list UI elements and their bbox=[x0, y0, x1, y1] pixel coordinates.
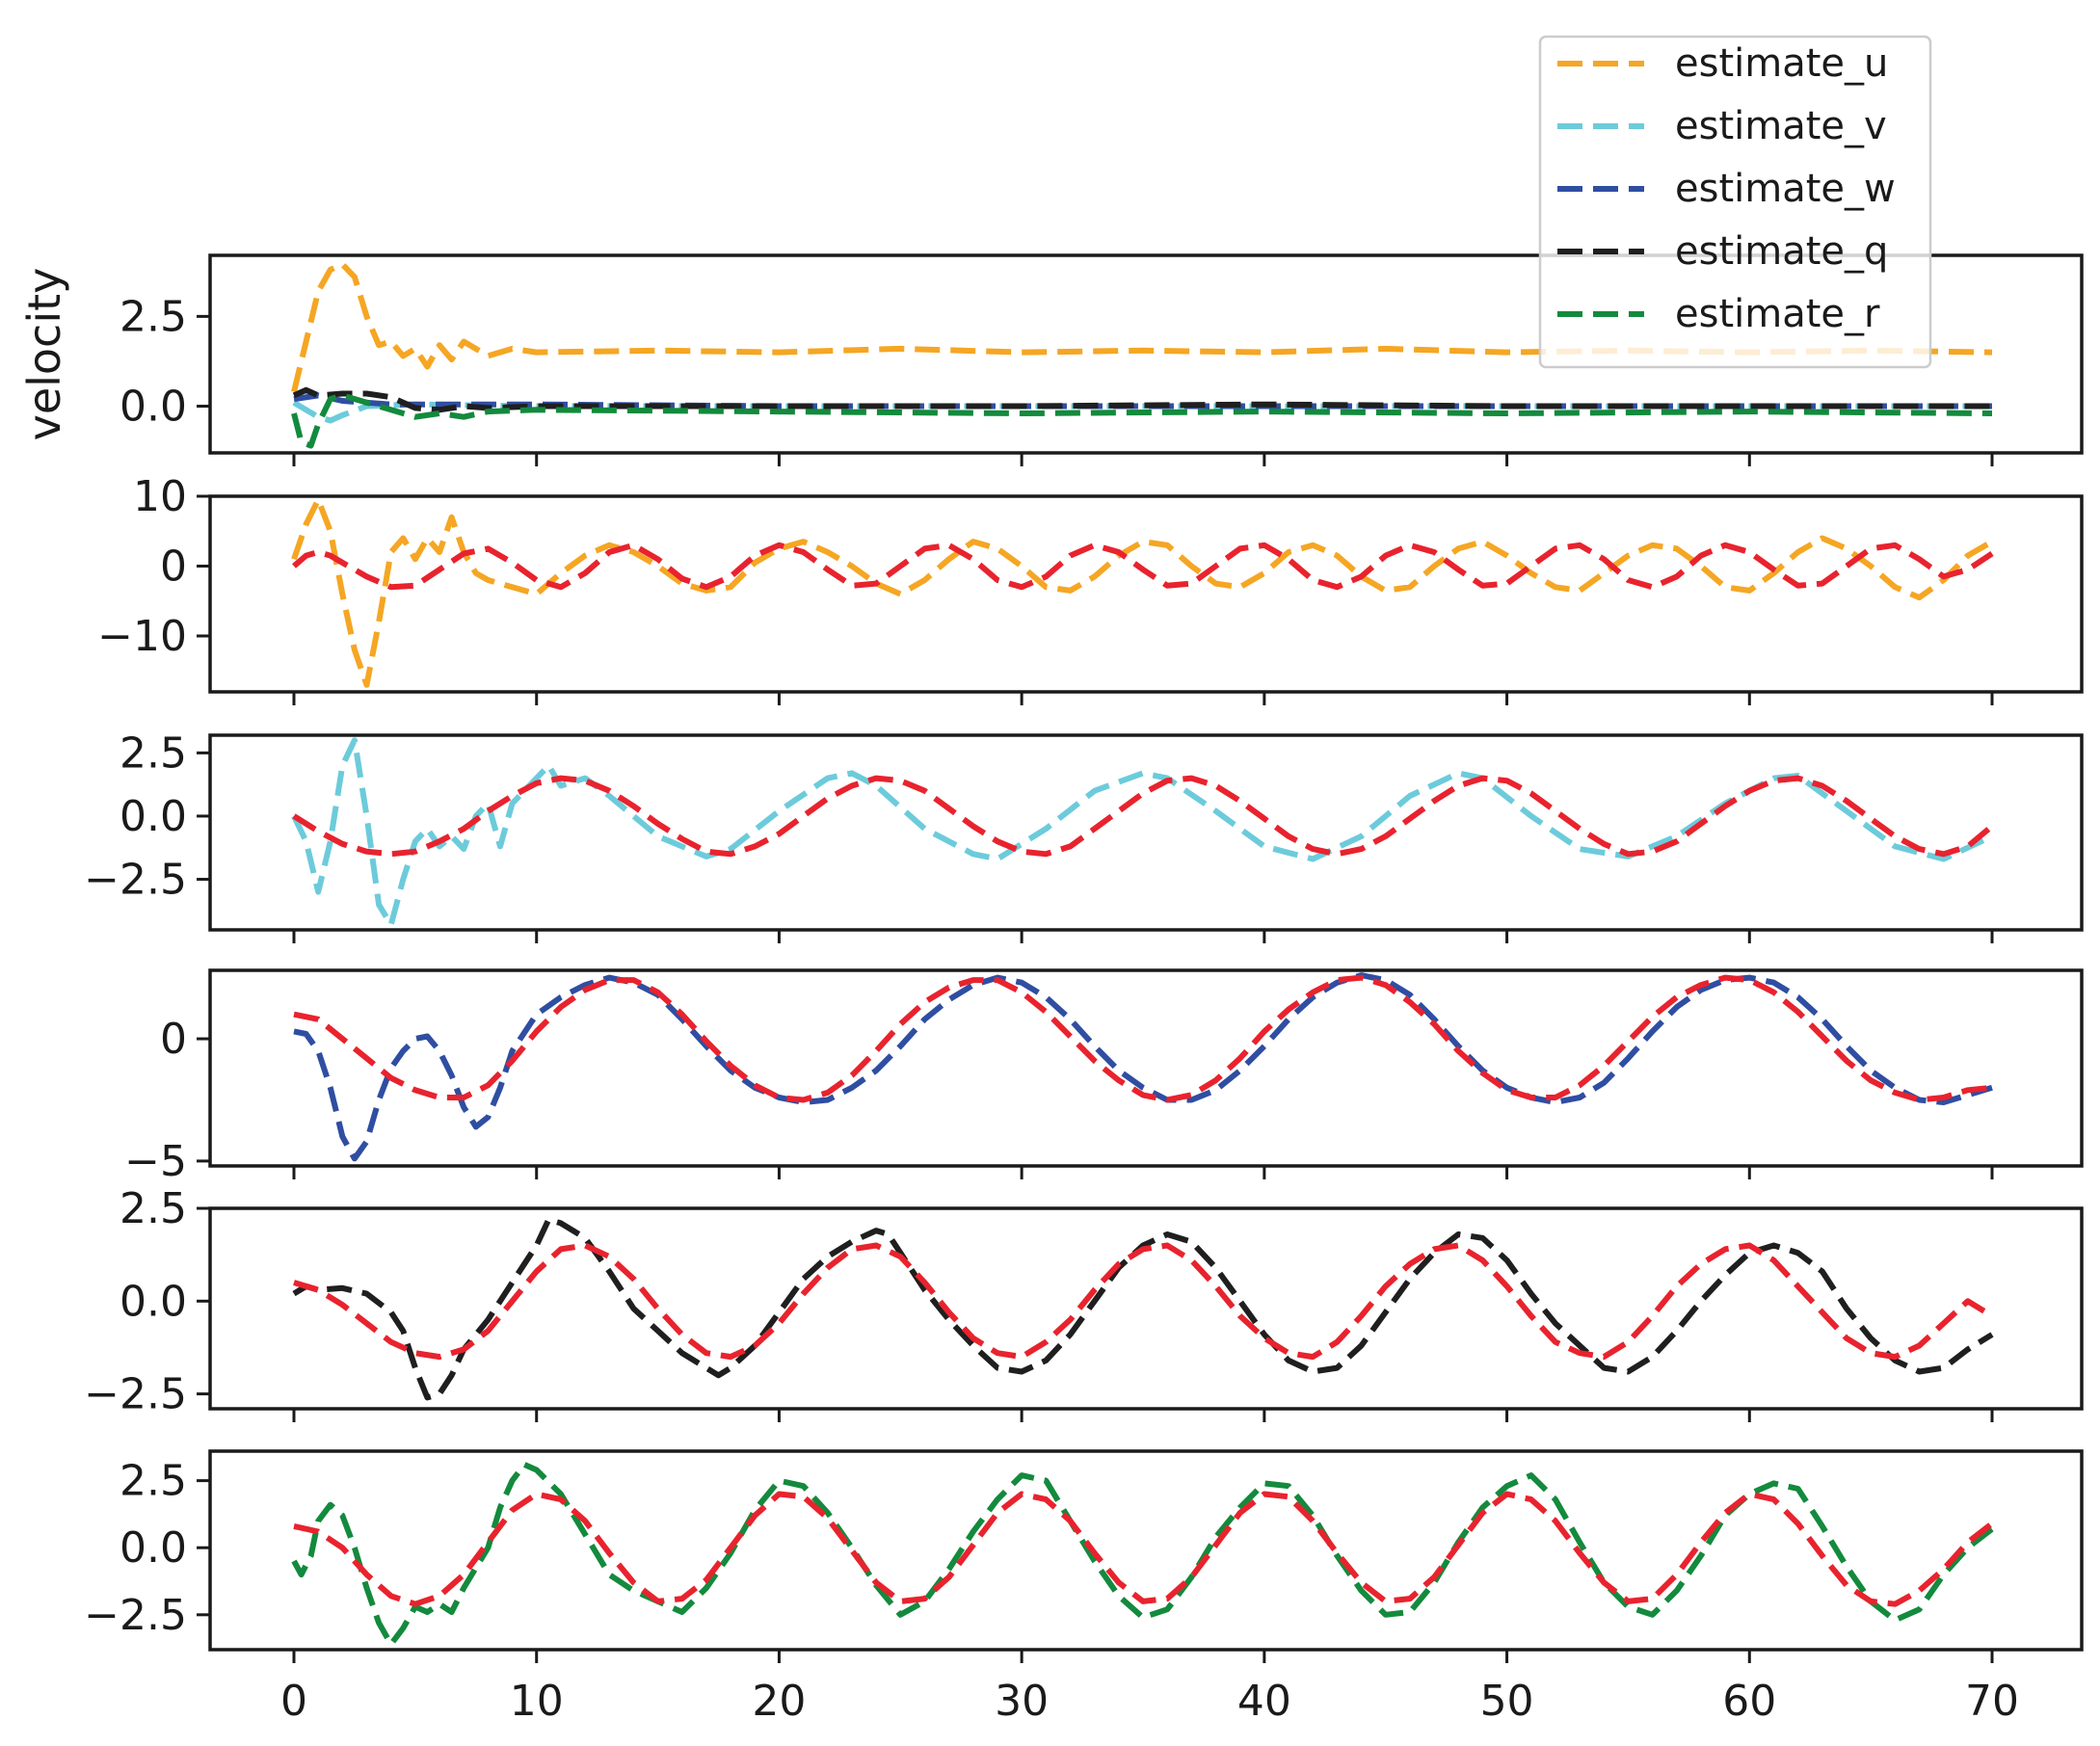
legend: estimate_u estimate_v estimate_w estimate_q… bbox=[1538, 35, 1932, 369]
legend-label: estimate_w bbox=[1675, 167, 1896, 211]
y-tick-label: 2.5 bbox=[120, 728, 187, 778]
x-tick-label: 70 bbox=[1965, 1677, 2019, 1726]
x-tick-label: 20 bbox=[752, 1677, 806, 1726]
legend-label: estimate_v bbox=[1675, 104, 1887, 148]
reference-line bbox=[292, 542, 1994, 591]
x-tick-label: 0 bbox=[280, 1677, 307, 1726]
subplot-5: −2.5 0.0 2.5 bbox=[84, 1184, 2084, 1422]
estimate-line bbox=[293, 972, 1993, 1162]
y-tick-label: −2.5 bbox=[84, 1370, 187, 1419]
subplot-1: 0.0 2.5 velocity bbox=[18, 253, 2084, 466]
y-tick-label: 0 bbox=[160, 1015, 187, 1064]
y-tick-label: −5 bbox=[124, 1137, 187, 1186]
y-tick-label: 0.0 bbox=[120, 1523, 187, 1573]
subplot-4-series bbox=[293, 972, 1993, 1162]
y-tick-label: −2.5 bbox=[84, 1591, 187, 1640]
legend-box bbox=[1538, 35, 1932, 369]
x-tick-label: 40 bbox=[1237, 1677, 1291, 1726]
subplot-4: −5 0 bbox=[124, 968, 2084, 1186]
x-tick-label: 60 bbox=[1722, 1677, 1776, 1726]
y-tick-label: 0.0 bbox=[120, 792, 187, 841]
subplot-3: −2.5 0.0 2.5 bbox=[84, 728, 2084, 943]
axes-frame bbox=[208, 733, 2084, 932]
y-tick-label: −10 bbox=[97, 612, 187, 661]
y-tick-label: 0.0 bbox=[120, 383, 187, 432]
reference-line bbox=[293, 1491, 1994, 1607]
estimate-line bbox=[291, 1461, 1994, 1648]
x-tick-label: 10 bbox=[510, 1677, 564, 1726]
reference-line bbox=[293, 1242, 1994, 1361]
y-tick-label: 2.5 bbox=[120, 1184, 187, 1233]
y-tick-label: 0 bbox=[160, 542, 187, 592]
reference-line bbox=[292, 775, 1994, 858]
axes-frame bbox=[208, 494, 2084, 694]
subplot-3-series bbox=[291, 737, 1994, 928]
estimate-line bbox=[291, 261, 1993, 393]
y-tick-label: 10 bbox=[133, 472, 187, 521]
subplot-5-series bbox=[292, 1216, 1994, 1401]
subplots-layer: 0.02.5velocity−10010−2.50.02.5−50−2.50.0… bbox=[18, 253, 2084, 1726]
axes-frame bbox=[208, 1206, 2084, 1411]
reference-line bbox=[293, 974, 1993, 1103]
subplot-1-series bbox=[291, 261, 1993, 449]
axes-frame bbox=[208, 1449, 2084, 1652]
y-tick-label: −2.5 bbox=[84, 856, 187, 905]
subplot-2: −10 0 10 bbox=[97, 472, 2084, 705]
subplot-6-series bbox=[291, 1461, 1994, 1648]
axes-frame bbox=[208, 968, 2084, 1168]
subplot-2-series bbox=[291, 496, 1994, 688]
y-tick-label: 0.0 bbox=[120, 1277, 187, 1326]
x-tick-label: 50 bbox=[1480, 1677, 1534, 1726]
y-tick-label: 2.5 bbox=[120, 292, 187, 341]
axes-frame bbox=[208, 253, 2084, 455]
y-axis-label: velocity bbox=[18, 268, 70, 441]
estimate-line bbox=[291, 496, 1994, 688]
legend-label: estimate_r bbox=[1675, 292, 1880, 336]
legend-label: estimate_u bbox=[1675, 41, 1888, 86]
x-tick-label: 30 bbox=[995, 1677, 1049, 1726]
estimate-line bbox=[292, 1216, 1994, 1401]
legend-label: estimate_q bbox=[1675, 229, 1888, 274]
estimate-line bbox=[291, 737, 1994, 928]
subplot-6: −2.5 0.0 2.5 0 10 20 30 40 50 60 70 bbox=[84, 1449, 2084, 1726]
y-tick-label: 2.5 bbox=[120, 1457, 187, 1506]
estimate-line bbox=[292, 386, 1992, 413]
